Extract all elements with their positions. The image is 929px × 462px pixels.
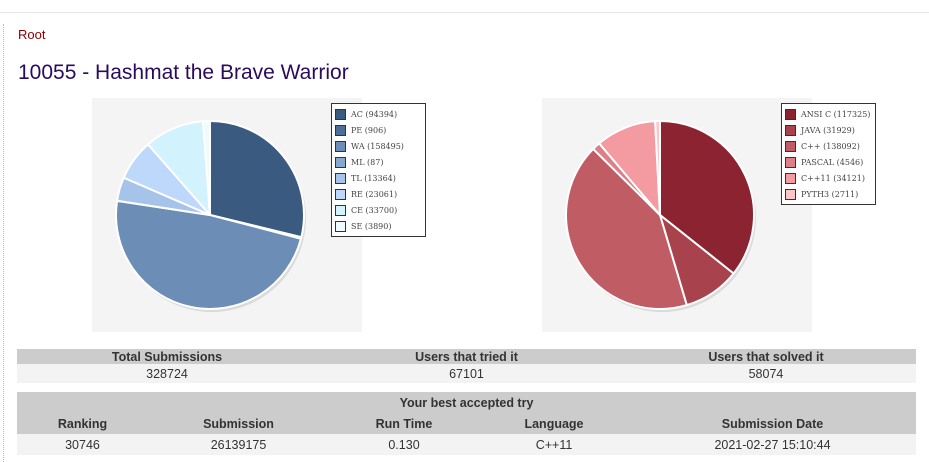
ranking-value: 30746 [17,434,148,455]
legend-label: ML (87) [351,157,384,167]
pie-slice-7 [202,119,211,216]
legend-item-7: SE (3890) [335,218,422,234]
legend-label: SE (3890) [351,221,392,231]
legend-label: PASCAL (4546) [801,157,864,167]
total-submissions-value: 328724 [17,364,317,383]
users-solved-header: Users that solved it [616,349,916,364]
legend-label: ANSI C (117325) [801,109,871,119]
legend-label: JAVA (31929) [801,125,855,135]
legend-swatch [785,188,796,200]
language-chart [542,98,812,332]
legend-swatch [335,124,346,136]
language-legend: ANSI C (117325) JAVA (31929) C++ (138092) P… [781,103,876,205]
legend-item-5: PYTH3 (2711) [785,186,872,202]
legend-label: C++ (138092) [801,141,860,151]
legend-swatch [335,172,346,184]
submission-id-link[interactable]: 26139175 [148,434,329,455]
legend-swatch [335,156,346,168]
pie-slice-2 [565,147,688,310]
users-tried-header: Users that tried it [317,349,616,364]
best-try-caption-row: Your best accepted try [17,392,916,414]
legend-label: AC (94394) [351,109,398,119]
best-try-header-row: Ranking Submission Run Time Language Sub… [17,414,916,434]
legend-swatch [335,108,346,120]
legend-label: PYTH3 (2711) [801,189,859,199]
legend-item-6: CE (33700) [335,202,422,218]
legend-swatch [785,108,796,120]
pie-slice-0 [209,120,305,239]
language-value: C++11 [479,434,629,455]
top-divider [0,12,929,13]
legend-item-2: C++ (138092) [785,138,872,154]
submission-date-value: 2021-02-27 15:10:44 [629,434,916,455]
legend-swatch [785,140,796,152]
users-tried-value: 67101 [317,364,616,383]
legend-item-4: TL (13364) [335,170,422,186]
verdict-legend: AC (94394) PE (906) WA (158495) ML (87) TL (… [331,103,426,237]
legend-swatch [785,156,796,168]
legend-label: PE (906) [351,125,387,135]
legend-item-3: PASCAL (4546) [785,154,872,170]
pie-slice-5 [654,120,661,216]
legend-item-4: C++11 (34121) [785,170,872,186]
summary-table: Total Submissions Users that tried it Us… [17,349,916,383]
pie-slice-0 [659,120,755,275]
submission-header: Submission [148,414,329,434]
legend-label: TL (13364) [351,173,396,183]
legend-swatch [335,188,346,200]
legend-item-2: WA (158495) [335,138,422,154]
run-time-header: Run Time [329,414,479,434]
pie-slice-2 [115,199,302,310]
language-pie-svg [565,120,756,312]
legend-swatch [785,124,796,136]
verdict-pie-svg [115,119,306,312]
verdict-chart [92,98,362,332]
left-dotted-border [3,24,4,462]
legend-swatch [335,220,346,232]
legend-label: CE (33700) [351,205,398,215]
legend-item-5: RE (23061) [335,186,422,202]
legend-item-1: JAVA (31929) [785,122,872,138]
legend-item-0: ANSI C (117325) [785,106,872,122]
legend-swatch [785,172,796,184]
legend-item-1: PE (906) [335,122,422,138]
run-time-value: 0.130 [329,434,479,455]
ranking-header: Ranking [17,414,148,434]
summary-value-row: 328724 67101 58074 [17,364,916,383]
total-submissions-header: Total Submissions [17,349,317,364]
submission-date-header: Submission Date [629,414,916,434]
best-try-value-row: 30746 26139175 0.130 C++11 2021-02-27 15… [17,434,916,455]
problem-title: 10055 - Hashmat the Brave Warrior [18,61,349,84]
legend-label: RE (23061) [351,189,398,199]
language-header: Language [479,414,629,434]
legend-item-3: ML (87) [335,154,422,170]
summary-header-row: Total Submissions Users that tried it Us… [17,349,916,364]
best-try-caption: Your best accepted try [17,392,916,414]
best-try-table: Your best accepted try Ranking Submissio… [17,392,916,455]
legend-swatch [335,140,346,152]
users-solved-value: 58074 [616,364,916,383]
legend-item-0: AC (94394) [335,106,422,122]
legend-label: C++11 (34121) [801,173,865,183]
breadcrumb-root-link[interactable]: Root [18,27,46,42]
legend-swatch [335,204,346,216]
legend-label: WA (158495) [351,141,404,151]
